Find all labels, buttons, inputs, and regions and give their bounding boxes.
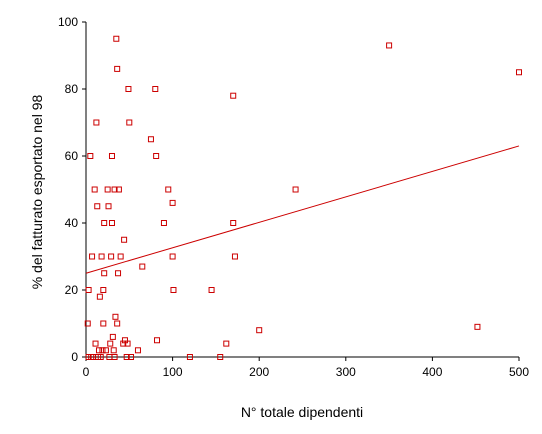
data-point [105, 203, 112, 210]
data-point [91, 186, 98, 193]
data-point [154, 337, 161, 344]
data-point [108, 220, 115, 226]
y-tick-label: 80 [65, 82, 79, 96]
data-point [128, 354, 135, 360]
fit-line [85, 145, 520, 274]
data-points [84, 35, 522, 360]
y-tick-label: 20 [65, 283, 79, 297]
y-tick-label: 0 [71, 350, 78, 364]
data-point [109, 333, 116, 340]
x-axis-title: N° totale dipendenti [241, 404, 363, 420]
data-point [170, 287, 177, 293]
plot-area [85, 22, 519, 358]
data-point [94, 203, 101, 210]
data-point [160, 220, 167, 226]
x-tick-label: 500 [509, 365, 529, 379]
y-tick-label: 60 [65, 149, 79, 163]
data-point [114, 65, 121, 72]
data-point [474, 323, 481, 330]
y-axis-title: % del fatturato esportato nel 98 [29, 95, 45, 290]
data-point [230, 92, 237, 99]
data-point [98, 253, 105, 260]
data-point [87, 153, 94, 159]
data-point [112, 313, 119, 320]
data-point [152, 86, 159, 92]
x-tick-label: 0 [83, 365, 90, 379]
data-point [121, 236, 128, 243]
data-point [102, 347, 109, 354]
data-point [108, 153, 115, 159]
data-point [169, 253, 176, 260]
data-point [99, 347, 106, 354]
x-tick-label: 300 [336, 365, 356, 379]
data-point [101, 270, 108, 277]
data-point [93, 119, 100, 126]
data-point [125, 86, 132, 92]
data-point [113, 35, 120, 42]
data-point [124, 340, 131, 347]
data-point [123, 354, 130, 360]
data-point [92, 340, 99, 347]
data-point [101, 220, 108, 226]
data-point [100, 320, 107, 327]
x-tick-label: 100 [163, 365, 183, 379]
data-point [97, 354, 104, 360]
data-point [84, 320, 91, 327]
data-point [169, 199, 176, 206]
data-point [108, 253, 115, 260]
data-point [107, 340, 114, 347]
x-tick-label: 400 [422, 365, 442, 379]
data-point [134, 347, 141, 354]
data-point [85, 287, 92, 293]
data-point [115, 186, 122, 193]
data-point [104, 186, 111, 193]
data-point [139, 263, 146, 270]
fit-line-group [85, 145, 520, 274]
data-point [256, 327, 263, 334]
data-point [120, 340, 127, 347]
data-point [186, 354, 193, 360]
data-point [111, 354, 118, 360]
data-point [147, 136, 154, 143]
data-point [230, 220, 237, 226]
data-point [223, 340, 230, 347]
data-point [89, 253, 96, 260]
data-point [117, 253, 124, 260]
data-point [208, 287, 215, 293]
data-point [114, 320, 121, 327]
data-point [217, 354, 224, 360]
x-axis-ticks: 0 100 200 300 400 500 [83, 357, 529, 379]
data-point [386, 42, 393, 49]
data-point [231, 253, 238, 260]
data-point [95, 347, 102, 354]
data-point [153, 153, 160, 159]
data-point [111, 186, 118, 193]
data-point [96, 293, 103, 300]
y-tick-label: 40 [65, 216, 79, 230]
y-tick-label: 100 [58, 15, 78, 29]
data-point [100, 287, 107, 293]
y-axis-ticks: 0 20 40 60 80 100 [58, 15, 86, 364]
data-point [110, 347, 117, 354]
data-point [115, 270, 122, 277]
data-point [165, 186, 172, 193]
data-point [516, 69, 522, 76]
data-point [292, 186, 299, 193]
data-point [126, 119, 133, 126]
x-tick-label: 200 [249, 365, 269, 379]
